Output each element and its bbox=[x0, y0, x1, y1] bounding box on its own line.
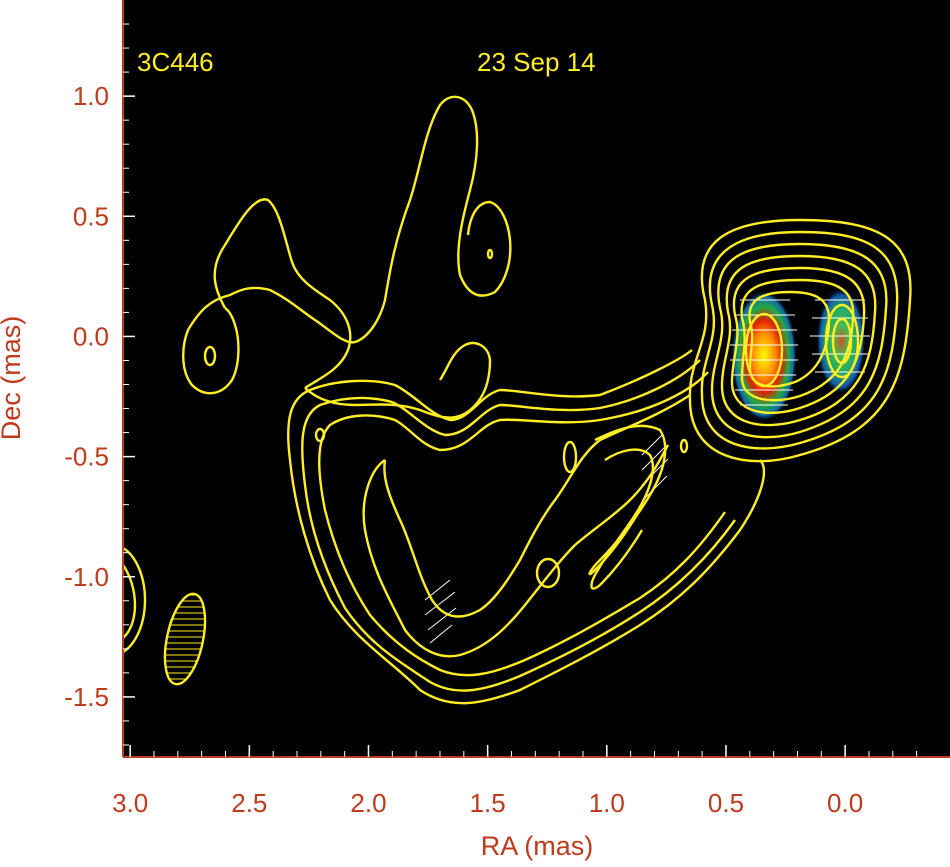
x-tick-label: 0.5 bbox=[708, 788, 744, 818]
contour-layer bbox=[123, 95, 912, 705]
x-tick-label: 2.5 bbox=[231, 788, 267, 818]
axes: 3.0 2.5 2.0 1.5 1.0 0.5 0.0 1.0 0.5 0.0 -0.5 -1.0 -1… bbox=[64, 0, 950, 818]
x-tick-label: 1.0 bbox=[589, 788, 625, 818]
core-intensity bbox=[731, 290, 797, 422]
epoch-annotation: 23 Sep 14 bbox=[477, 47, 596, 77]
x-tick-label: 2.0 bbox=[350, 788, 386, 818]
y-tick-label: -0.5 bbox=[64, 442, 109, 472]
y-tick-label: 0.0 bbox=[73, 321, 109, 351]
x-axis-title: RA (mas) bbox=[481, 831, 594, 861]
plot-background bbox=[123, 0, 950, 757]
source-annotation: 3C446 bbox=[137, 47, 214, 77]
y-tick-label: -1.5 bbox=[64, 682, 109, 712]
y-axis-title: Dec (mas) bbox=[0, 316, 26, 441]
y-tick-label: 0.5 bbox=[73, 201, 109, 231]
x-tick-label: 3.0 bbox=[112, 788, 148, 818]
x-tick-label: 1.5 bbox=[470, 788, 506, 818]
y-tick-label: 1.0 bbox=[73, 81, 109, 111]
x-tick-label: 0.0 bbox=[827, 788, 863, 818]
y-tick-label: -1.0 bbox=[64, 562, 109, 592]
